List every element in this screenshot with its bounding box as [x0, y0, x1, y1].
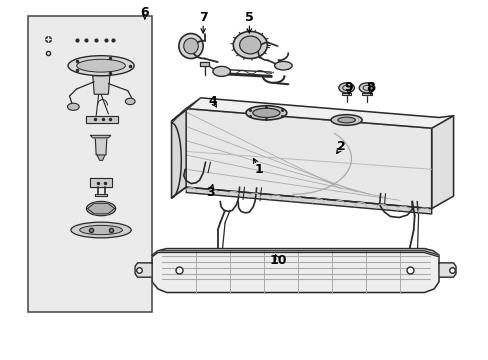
Text: 3: 3	[206, 186, 214, 199]
Text: 5: 5	[244, 11, 253, 24]
Ellipse shape	[71, 222, 131, 238]
Ellipse shape	[274, 62, 291, 70]
Text: 8: 8	[366, 81, 374, 94]
Ellipse shape	[337, 117, 355, 123]
Ellipse shape	[125, 98, 135, 105]
Ellipse shape	[77, 59, 125, 72]
Bar	[28, 16, 152, 312]
Polygon shape	[90, 178, 112, 187]
Polygon shape	[362, 93, 371, 95]
Text: 10: 10	[269, 254, 286, 267]
Ellipse shape	[239, 36, 261, 54]
Polygon shape	[87, 203, 115, 214]
Polygon shape	[93, 76, 110, 94]
Text: 9: 9	[344, 81, 353, 94]
Polygon shape	[135, 263, 152, 277]
Polygon shape	[438, 263, 455, 277]
Ellipse shape	[68, 56, 134, 76]
Ellipse shape	[252, 108, 280, 117]
Ellipse shape	[233, 31, 267, 59]
Polygon shape	[86, 116, 118, 123]
Ellipse shape	[67, 103, 79, 111]
Ellipse shape	[212, 66, 230, 76]
Text: 7: 7	[199, 11, 207, 24]
Polygon shape	[186, 109, 431, 208]
Polygon shape	[95, 194, 107, 196]
Ellipse shape	[245, 106, 286, 120]
Polygon shape	[431, 116, 453, 208]
Polygon shape	[97, 155, 105, 160]
Text: 4: 4	[208, 95, 217, 108]
Ellipse shape	[359, 83, 374, 93]
Ellipse shape	[330, 114, 362, 125]
Polygon shape	[341, 93, 351, 95]
Ellipse shape	[86, 202, 116, 216]
Polygon shape	[186, 187, 431, 214]
Polygon shape	[152, 249, 438, 293]
Polygon shape	[95, 137, 107, 155]
Ellipse shape	[183, 38, 198, 54]
Text: 1: 1	[254, 163, 263, 176]
Polygon shape	[152, 251, 438, 257]
Polygon shape	[90, 135, 111, 138]
Ellipse shape	[80, 225, 122, 235]
Ellipse shape	[338, 83, 354, 93]
Polygon shape	[171, 98, 201, 121]
Ellipse shape	[179, 33, 203, 59]
Polygon shape	[186, 98, 453, 128]
Polygon shape	[171, 109, 186, 198]
Text: 2: 2	[337, 140, 346, 153]
Text: 6: 6	[140, 6, 149, 19]
Polygon shape	[200, 62, 209, 66]
